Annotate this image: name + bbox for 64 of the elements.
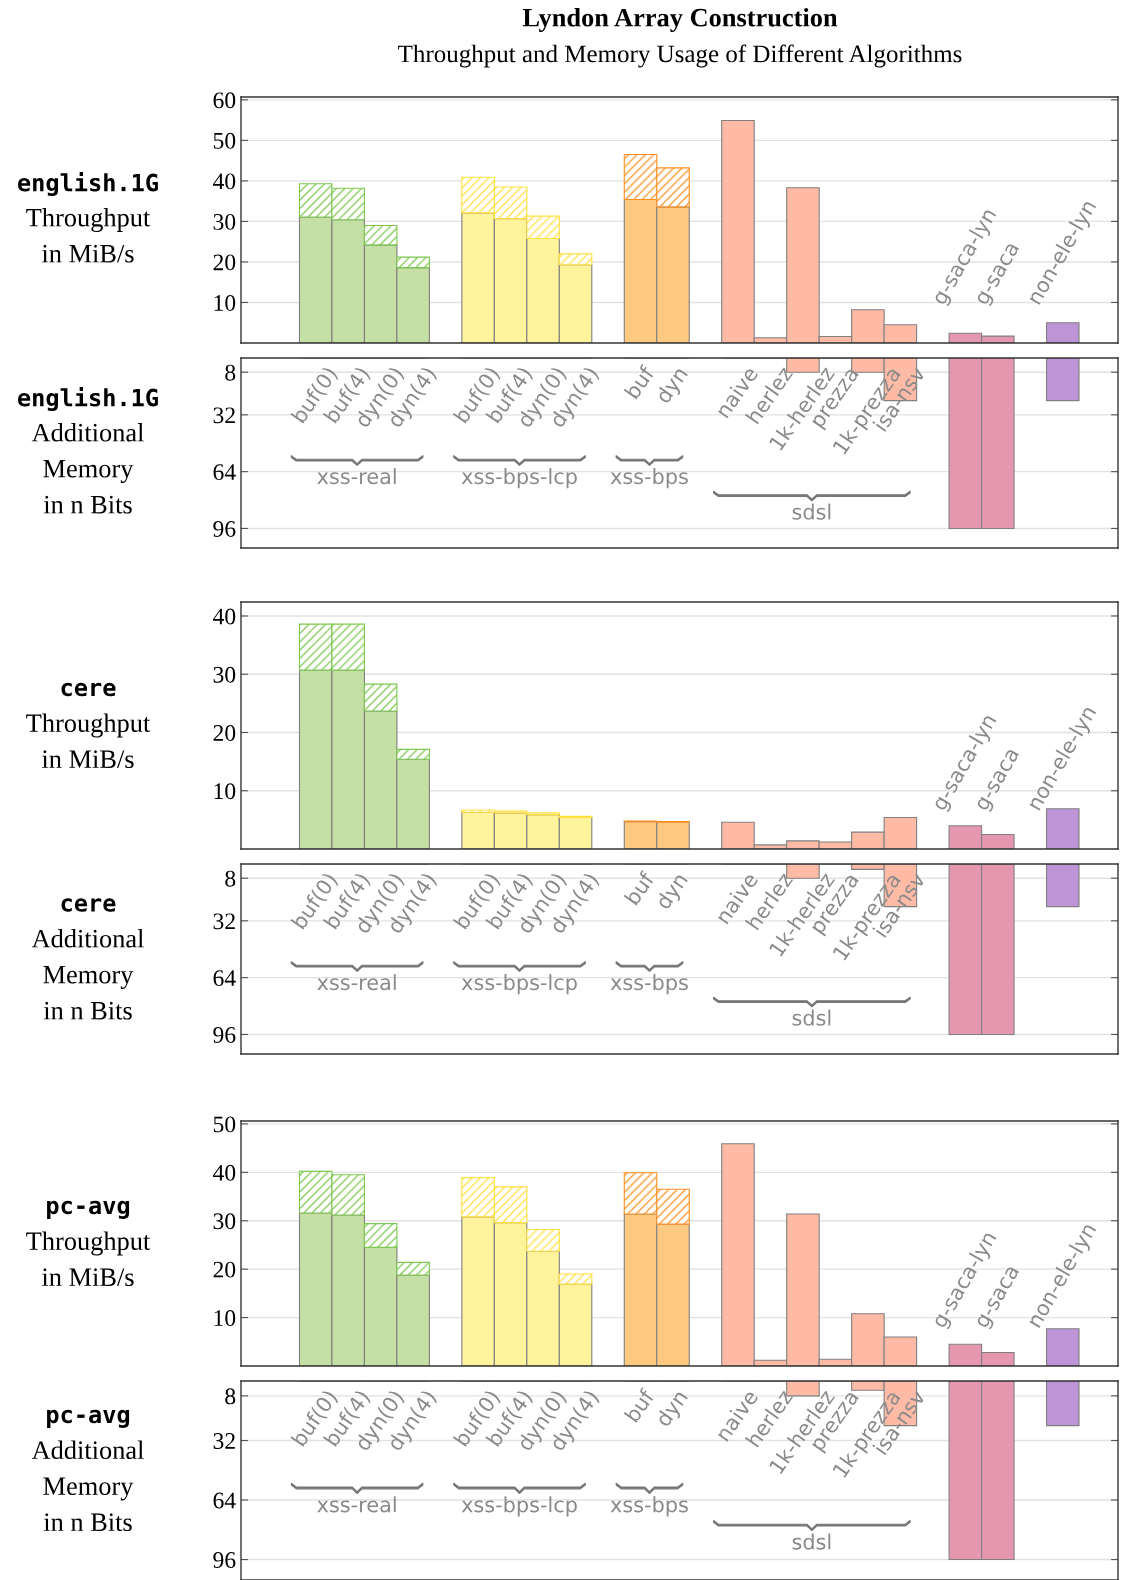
bar	[396, 748, 430, 760]
y-tick-label: 20	[213, 1261, 236, 1278]
x-tick-label: dyn	[654, 871, 692, 913]
y-axis-title: pc-avg Throughput in MiB/s	[26, 1200, 151, 1287]
annotation: sdsl	[792, 503, 831, 520]
y-tick-label: 50	[213, 1116, 236, 1133]
y-tick-label: 96	[213, 1027, 236, 1043]
y-tick-label: 40	[212, 608, 236, 625]
y-tick-label: 30	[213, 1213, 236, 1230]
annotation: xss-real	[317, 974, 396, 991]
x-tick-label: dyn	[654, 365, 692, 407]
y-tick-label: 30	[213, 666, 236, 683]
bar	[396, 1261, 430, 1276]
y-axis-title: pc-avg Additional Memory in n Bits	[31, 1409, 144, 1532]
bar	[1045, 1381, 1080, 1427]
bar	[363, 224, 398, 246]
annotation: xss-real	[317, 1496, 396, 1513]
y-tick-label: 10	[214, 294, 236, 311]
y-tick-label: 8	[225, 870, 236, 887]
y-tick-label: 32	[213, 913, 235, 930]
annotation: sdsl	[792, 1533, 831, 1550]
annotation: xss-bps-lcp	[461, 974, 577, 995]
chart-subtitle: Throughput and Memory Usage of Different Algorithms	[398, 44, 962, 68]
bar	[363, 683, 398, 712]
y-tick-label: 64	[213, 970, 236, 987]
bar	[526, 1228, 560, 1252]
annotation: xss-bps-lcp	[461, 468, 577, 489]
bar	[1045, 1328, 1080, 1366]
annotation: xss-bps-lcp	[461, 1496, 577, 1517]
annotation: sdsl	[792, 1009, 831, 1026]
y-tick-label: 30	[213, 213, 236, 230]
y-tick-label: 10	[214, 783, 236, 800]
y-tick-label: 10	[214, 1310, 236, 1327]
y-axis-title: cere Throughput in MiB/s	[26, 682, 151, 769]
y-tick-label: 32	[213, 1433, 235, 1449]
y-tick-label: 40	[212, 173, 236, 190]
annotation: xss-bps	[610, 468, 688, 489]
y-tick-label: 64	[213, 464, 236, 481]
bar	[558, 1273, 593, 1285]
y-tick-label: 20	[213, 724, 236, 741]
chart-title: Lyndon Array Construction	[522, 8, 838, 32]
bar	[558, 253, 593, 266]
bar	[1045, 358, 1080, 402]
y-tick-label: 96	[213, 521, 236, 537]
annotation: xss-real	[317, 468, 396, 485]
y-tick-label: 96	[213, 1552, 236, 1568]
y-tick-label: 50	[213, 132, 236, 149]
bar	[396, 256, 430, 269]
y-tick-label: 40	[212, 1164, 236, 1181]
x-tick-label: dyn	[654, 1388, 692, 1430]
y-axis-title: english.1G Throughput in MiB/s	[17, 171, 158, 263]
bar	[363, 1223, 398, 1248]
y-tick-label: 32	[213, 407, 235, 424]
annotation: xss-bps	[610, 1496, 688, 1517]
y-tick-label: 60	[213, 92, 236, 109]
y-tick-label: 8	[225, 364, 236, 381]
bar	[1045, 864, 1080, 908]
y-axis-title: cere Additional Memory in n Bits	[31, 898, 144, 1020]
y-tick-label: 20	[213, 254, 236, 271]
y-tick-label: 64	[213, 1492, 236, 1509]
y-axis-title: english.1G Additional Memory in n Bits	[17, 386, 158, 514]
y-tick-label: 8	[225, 1388, 236, 1405]
annotation: xss-bps	[610, 974, 688, 995]
bar	[1045, 322, 1080, 343]
